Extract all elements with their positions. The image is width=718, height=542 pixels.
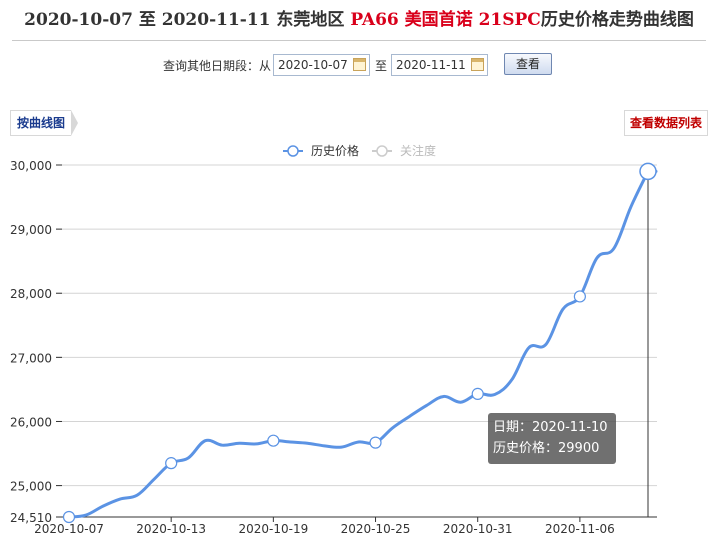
title-suffix: 历史价格走势曲线图 [540,10,694,30]
end-date-input[interactable]: 2020-11-11 [391,54,488,76]
tooltip-price: 历史价格：29900 [493,441,600,456]
data-point[interactable] [573,290,586,303]
calendar-icon[interactable] [471,58,484,71]
page-title: 2020-10-07 至 2020-11-11 东莞地区 PA66 美国首诺 2… [0,0,718,40]
y-tick-label: 29,000 [10,223,52,237]
hover-tooltip: 日期：2020-11-10 历史价格：29900 [488,413,616,464]
x-tick-label: 2020-10-13 [136,522,206,536]
start-date-input[interactable]: 2020-10-07 [273,54,370,76]
y-tick-label: 25,000 [10,480,52,494]
end-date-value: 2020-11-11 [396,58,466,72]
y-tick-label: 24,510 [10,511,52,525]
y-tick-label: 28,000 [10,287,52,301]
y-tick-label: 27,000 [10,351,52,365]
date-query-bar: 查询其他日期段：从 2020-10-07 至 2020-11-11 查看 [0,52,718,78]
legend-attention-marker [376,145,388,157]
tooltip-date: 日期：2020-11-10 [493,420,608,435]
data-point[interactable] [165,457,178,470]
to-label: 至 [375,59,388,73]
legend-series-label[interactable]: 历史价格 [311,143,359,158]
y-tick-label: 30,000 [10,159,52,173]
series-markers[interactable] [62,162,657,524]
title-divider [12,40,706,41]
view-button[interactable]: 查看 [504,53,552,75]
legend-attention-label[interactable]: 关注度 [400,143,436,158]
tab-data-list[interactable]: 查看数据列表 [623,110,708,136]
calendar-icon[interactable] [353,58,366,71]
tab-curve-label: 按曲线图 [17,116,66,130]
x-tick-label: 2020-10-25 [341,522,411,536]
data-point[interactable] [471,387,484,400]
legend-series-marker [287,145,299,157]
title-region: 东莞地区 [276,10,345,30]
x-tick-label: 2020-10-19 [238,522,308,536]
start-date-value: 2020-10-07 [278,58,348,72]
legend[interactable]: 历史价格 关注度 [283,143,436,158]
title-dates: 2020-10-07 至 2020-11-11 [24,10,271,30]
price-series-line[interactable] [67,169,658,519]
x-tick-label: 2020-10-31 [443,522,513,536]
x-tick-label: 2020-11-06 [545,522,615,536]
hovered-data-point[interactable] [639,162,657,181]
tab-curve-chart[interactable]: 按曲线图 [10,110,79,136]
data-point[interactable] [369,436,382,449]
data-point[interactable] [62,510,76,524]
query-label: 查询其他日期段：从 [163,59,272,73]
data-point[interactable] [267,434,280,447]
x-tick-label: 2020-10-07 [34,522,104,536]
title-product: PA66 美国首诺 21SPC [350,10,541,30]
x-axis-ticks: 2020-10-07 2020-10-13 2020-10-19 2020-10-25… [34,517,615,536]
y-tick-label: 26,000 [10,415,52,429]
y-axis-ticks: 24,510 25,000 26,000 27,000 28,000 29,000 30,0… [10,159,62,525]
